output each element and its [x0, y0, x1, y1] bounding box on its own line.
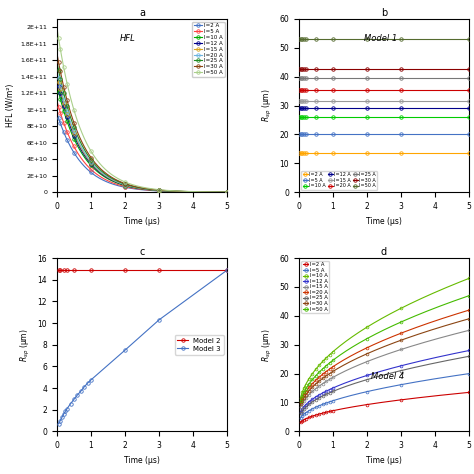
Title: c: c: [139, 247, 145, 257]
X-axis label: Time (μs): Time (μs): [366, 217, 402, 226]
X-axis label: Time (μs): Time (μs): [124, 456, 160, 465]
X-axis label: Time (μs): Time (μs): [366, 456, 402, 465]
Legend: I=2 A, I=5 A, I=10 A, I=12 A, I=15 A, I=20 A, I=25 A, I=30 A, I=50 A: I=2 A, I=5 A, I=10 A, I=12 A, I=15 A, I=…: [301, 261, 329, 313]
Title: a: a: [139, 8, 145, 18]
Legend: I=2 A, I=5 A, I=10 A, I=12 A, I=15 A, I=20 A, I=25 A, I=30 A, I=50 A: I=2 A, I=5 A, I=10 A, I=12 A, I=15 A, I=…: [301, 171, 377, 190]
Y-axis label: $R_{sp}$ (μm): $R_{sp}$ (μm): [261, 89, 274, 122]
Legend: I=2 A, I=5 A, I=10 A, I=12 A, I=15 A, I=20 A, I=25 A, I=30 A, I=50 A: I=2 A, I=5 A, I=10 A, I=12 A, I=15 A, I=…: [192, 22, 225, 77]
Text: HFL: HFL: [120, 35, 136, 44]
X-axis label: Time (μs): Time (μs): [124, 217, 160, 226]
Text: Model 4: Model 4: [371, 373, 404, 382]
Text: Model 1: Model 1: [364, 35, 397, 44]
Legend: Model 2, Model 3: Model 2, Model 3: [174, 335, 224, 355]
Title: d: d: [381, 247, 387, 257]
Y-axis label: HFL (W/m²): HFL (W/m²): [6, 84, 15, 128]
Y-axis label: $R_{sp}$ (μm): $R_{sp}$ (μm): [19, 328, 32, 362]
Y-axis label: $R_{sp}$ (μm): $R_{sp}$ (μm): [261, 328, 274, 362]
Title: b: b: [381, 8, 387, 18]
